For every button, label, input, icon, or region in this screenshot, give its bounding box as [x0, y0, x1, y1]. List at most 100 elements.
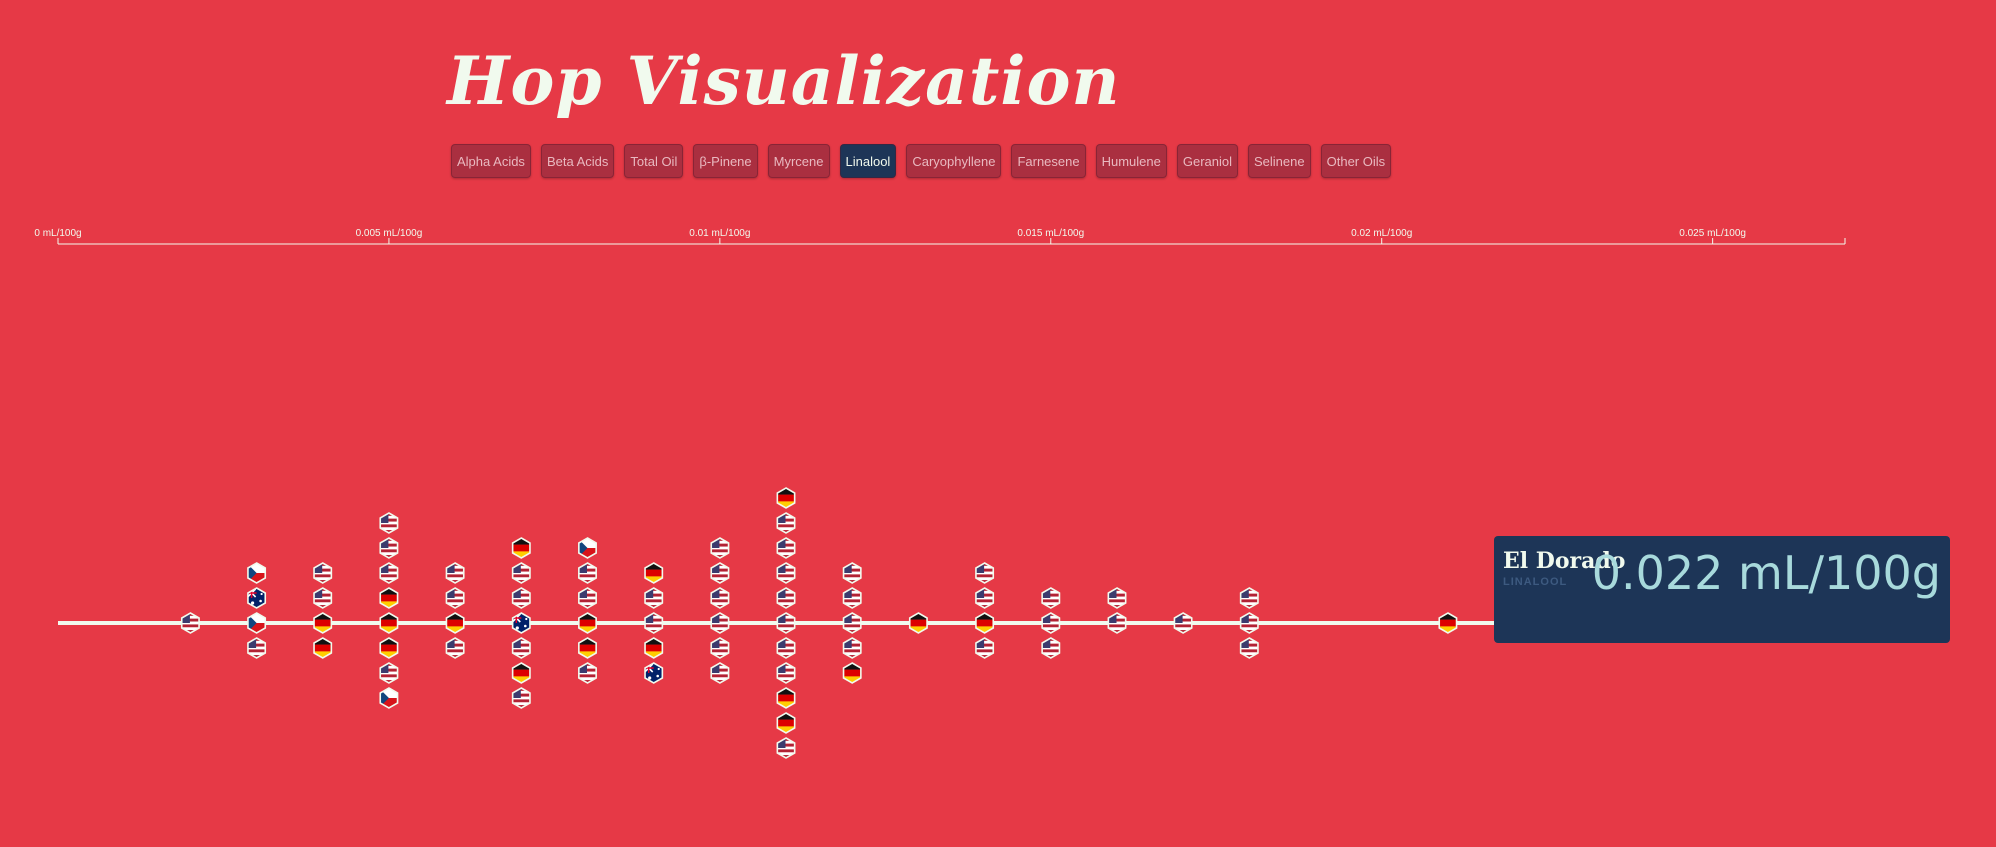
x-tick-label: 0.02 mL/100g: [1351, 228, 1412, 239]
data-point-usa-flag-icon[interactable]: [776, 512, 796, 534]
data-point-germany-flag-icon[interactable]: [1438, 612, 1458, 634]
data-point-usa-flag-icon[interactable]: [975, 562, 995, 584]
x-tick-label: 0.005 mL/100g: [356, 228, 423, 239]
data-point-usa-flag-icon[interactable]: [1173, 612, 1193, 634]
data-point-usa-flag-icon[interactable]: [578, 587, 598, 609]
data-point-usa-flag-icon[interactable]: [776, 537, 796, 559]
data-point-usa-flag-icon[interactable]: [511, 687, 531, 709]
data-point-usa-flag-icon[interactable]: [247, 637, 267, 659]
data-point-usa-flag-icon[interactable]: [776, 562, 796, 584]
data-point-germany-flag-icon[interactable]: [313, 637, 333, 659]
data-point-germany-flag-icon[interactable]: [842, 662, 862, 684]
data-point-usa-flag-icon[interactable]: [776, 587, 796, 609]
tab-myrcene[interactable]: Myrcene: [767, 144, 830, 178]
data-point-czech-flag-icon[interactable]: [379, 687, 399, 709]
data-point-australia-flag-icon[interactable]: [511, 612, 531, 634]
data-point-australia-flag-icon[interactable]: [247, 587, 267, 609]
data-point-usa-flag-icon[interactable]: [445, 587, 465, 609]
data-point-usa-flag-icon[interactable]: [578, 662, 598, 684]
data-point-germany-flag-icon[interactable]: [445, 612, 465, 634]
data-point-usa-flag-icon[interactable]: [644, 612, 664, 634]
data-point-germany-flag-icon[interactable]: [776, 712, 796, 734]
data-point-usa-flag-icon[interactable]: [1107, 612, 1127, 634]
data-point-germany-flag-icon[interactable]: [379, 587, 399, 609]
data-point-usa-flag-icon[interactable]: [1239, 587, 1259, 609]
x-tick-label: 0.025 mL/100g: [1679, 228, 1746, 239]
data-point-germany-flag-icon[interactable]: [511, 662, 531, 684]
data-point-germany-flag-icon[interactable]: [379, 637, 399, 659]
tooltip-metric-label: LINALOOL: [1503, 576, 1568, 588]
data-point-germany-flag-icon[interactable]: [578, 637, 598, 659]
data-point-germany-flag-icon[interactable]: [511, 537, 531, 559]
tab-beta-acids[interactable]: Beta Acids: [540, 144, 615, 178]
data-point-usa-flag-icon[interactable]: [644, 587, 664, 609]
hop-tooltip: El Dorado LINALOOL 0.022 mL/100g: [1494, 536, 1950, 643]
data-point-usa-flag-icon[interactable]: [776, 612, 796, 634]
data-point-czech-flag-icon[interactable]: [578, 537, 598, 559]
data-point-usa-flag-icon[interactable]: [710, 562, 730, 584]
data-point-usa-flag-icon[interactable]: [379, 562, 399, 584]
data-point-usa-flag-icon[interactable]: [313, 587, 333, 609]
data-point-usa-flag-icon[interactable]: [379, 512, 399, 534]
tab-other-oils[interactable]: Other Oils: [1320, 144, 1392, 178]
data-point-usa-flag-icon[interactable]: [180, 612, 200, 634]
data-point-usa-flag-icon[interactable]: [511, 562, 531, 584]
data-point-usa-flag-icon[interactable]: [379, 662, 399, 684]
data-points: [180, 487, 1524, 759]
metric-tabs: Alpha Acids Beta Acids Total Oil β-Pinene My…: [451, 144, 1392, 178]
page-title: Hop Visualization: [447, 42, 1121, 120]
data-point-usa-flag-icon[interactable]: [445, 562, 465, 584]
tooltip-value: 0.022 mL/100g: [1591, 546, 1941, 600]
data-point-germany-flag-icon[interactable]: [644, 637, 664, 659]
data-point-usa-flag-icon[interactable]: [1041, 587, 1061, 609]
data-point-usa-flag-icon[interactable]: [842, 637, 862, 659]
tab-alpha-acids[interactable]: Alpha Acids: [451, 144, 531, 178]
x-tick-label: 0 mL/100g: [34, 228, 81, 239]
data-point-germany-flag-icon[interactable]: [975, 612, 995, 634]
data-point-australia-flag-icon[interactable]: [644, 662, 664, 684]
data-point-usa-flag-icon[interactable]: [842, 562, 862, 584]
tab-caryophyllene[interactable]: Caryophyllene: [906, 144, 1002, 178]
data-point-czech-flag-icon[interactable]: [247, 612, 267, 634]
data-point-usa-flag-icon[interactable]: [379, 537, 399, 559]
data-point-usa-flag-icon[interactable]: [1239, 637, 1259, 659]
tab-farnesene[interactable]: Farnesene: [1011, 144, 1086, 178]
tab-geraniol[interactable]: Geraniol: [1176, 144, 1238, 178]
tooltip-hop-name: El Dorado: [1503, 548, 1626, 574]
data-point-usa-flag-icon[interactable]: [445, 637, 465, 659]
tab-linalool[interactable]: Linalool: [839, 144, 897, 178]
data-point-germany-flag-icon[interactable]: [644, 562, 664, 584]
data-point-usa-flag-icon[interactable]: [1041, 637, 1061, 659]
data-point-usa-flag-icon[interactable]: [842, 587, 862, 609]
tab-total-oil[interactable]: Total Oil: [624, 144, 684, 178]
data-point-usa-flag-icon[interactable]: [975, 587, 995, 609]
data-point-usa-flag-icon[interactable]: [842, 612, 862, 634]
tab-humulene[interactable]: Humulene: [1095, 144, 1167, 178]
data-point-germany-flag-icon[interactable]: [379, 612, 399, 634]
x-tick-label: 0.01 mL/100g: [689, 228, 750, 239]
data-point-czech-flag-icon[interactable]: [247, 562, 267, 584]
data-point-usa-flag-icon[interactable]: [776, 737, 796, 759]
data-point-usa-flag-icon[interactable]: [511, 587, 531, 609]
data-point-usa-flag-icon[interactable]: [776, 637, 796, 659]
data-point-usa-flag-icon[interactable]: [710, 587, 730, 609]
data-point-usa-flag-icon[interactable]: [1239, 612, 1259, 634]
data-point-germany-flag-icon[interactable]: [776, 687, 796, 709]
data-point-usa-flag-icon[interactable]: [511, 637, 531, 659]
data-point-usa-flag-icon[interactable]: [710, 612, 730, 634]
data-point-usa-flag-icon[interactable]: [710, 637, 730, 659]
data-point-usa-flag-icon[interactable]: [313, 562, 333, 584]
data-point-germany-flag-icon[interactable]: [578, 612, 598, 634]
data-point-usa-flag-icon[interactable]: [776, 662, 796, 684]
data-point-usa-flag-icon[interactable]: [710, 537, 730, 559]
tab-pinene[interactable]: β-Pinene: [693, 144, 758, 178]
data-point-usa-flag-icon[interactable]: [975, 637, 995, 659]
data-point-germany-flag-icon[interactable]: [908, 612, 928, 634]
data-point-germany-flag-icon[interactable]: [776, 487, 796, 509]
data-point-germany-flag-icon[interactable]: [313, 612, 333, 634]
data-point-usa-flag-icon[interactable]: [1041, 612, 1061, 634]
tab-selinene[interactable]: Selinene: [1248, 144, 1311, 178]
data-point-usa-flag-icon[interactable]: [1107, 587, 1127, 609]
data-point-usa-flag-icon[interactable]: [578, 562, 598, 584]
data-point-usa-flag-icon[interactable]: [710, 662, 730, 684]
